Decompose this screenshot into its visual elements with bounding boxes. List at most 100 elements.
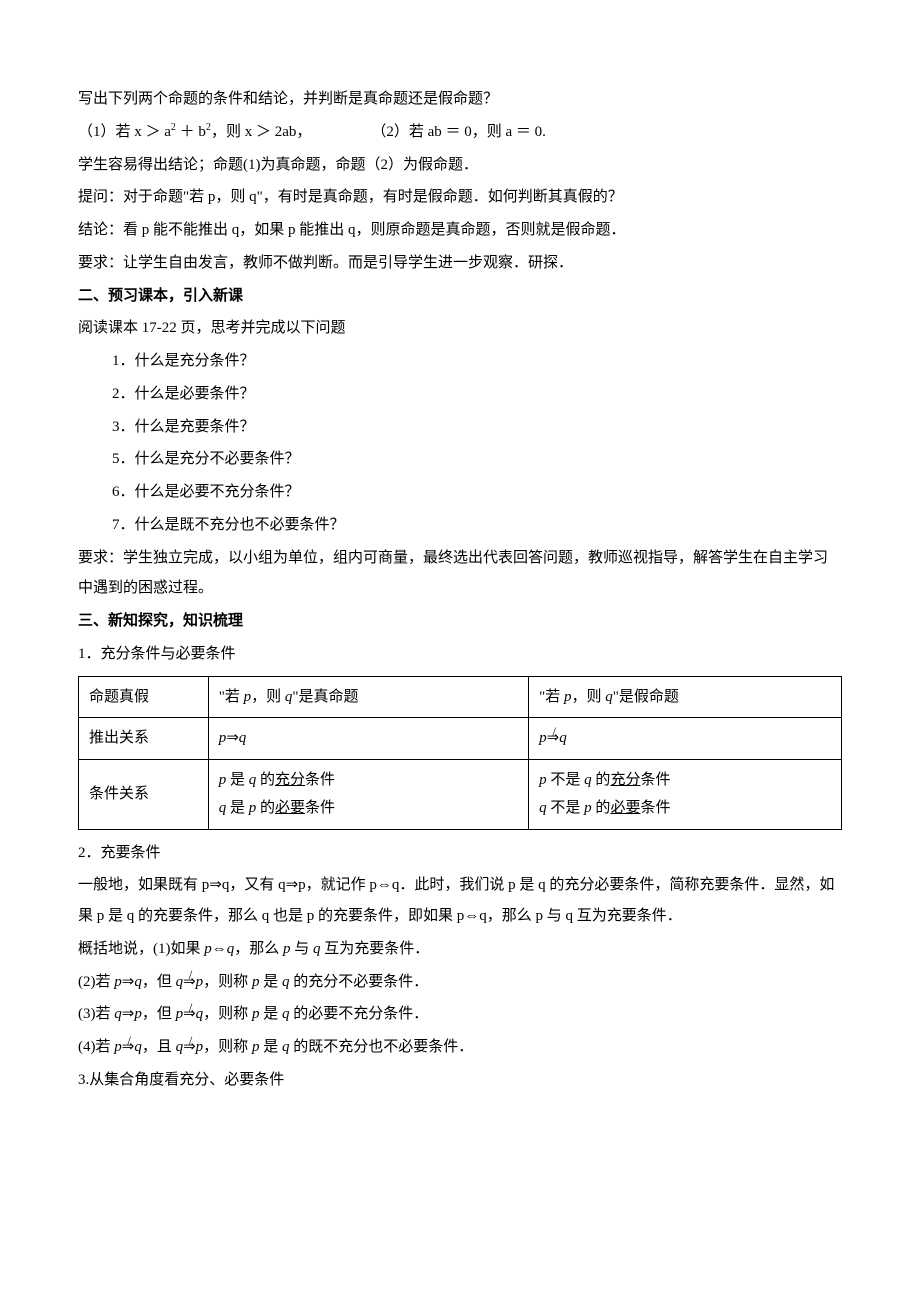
q-var: q bbox=[176, 1039, 184, 1055]
u-txt: 必要 bbox=[610, 800, 640, 816]
q6: 6．什么是必要不充分条件？ bbox=[112, 477, 842, 508]
txt: 是 bbox=[226, 772, 249, 788]
u-txt: 充分 bbox=[610, 772, 640, 788]
p-var: p bbox=[584, 800, 592, 816]
line-8: 要求：学生独立完成，以小组为单位，组内可商量，最终选出代表回答问题，教师巡视指导… bbox=[78, 543, 842, 605]
p-var: p bbox=[114, 1039, 122, 1055]
implies-icon: ⇒ bbox=[122, 974, 135, 990]
txt: "是假命题 bbox=[613, 689, 679, 705]
slash-icon: / bbox=[189, 995, 193, 1021]
cell-r3c1: 条件关系 bbox=[79, 759, 209, 829]
l2-c: ，则 x ＞ 2ab， bbox=[211, 124, 311, 140]
txt: 条件 bbox=[305, 800, 335, 816]
txt: ，那么 bbox=[234, 941, 283, 957]
iff-icon: ⇔ bbox=[212, 941, 227, 957]
txt: 的充分不必要条件． bbox=[289, 974, 428, 990]
not-implies-icon: ⇒/ bbox=[122, 1032, 135, 1063]
txt: (4)若 bbox=[78, 1039, 114, 1055]
subhead-2: 2．充要条件 bbox=[78, 838, 842, 869]
implies-icon: ⇒ bbox=[122, 1006, 135, 1022]
txt: 是 bbox=[259, 1039, 282, 1055]
line-13: (4)若 p⇒/q，且 q⇒/p，则称 p 是 q 的既不充分也不必要条件． bbox=[78, 1032, 842, 1063]
implies-icon: ⇒ bbox=[226, 730, 239, 746]
txt: ，则 bbox=[251, 689, 285, 705]
q-var: q bbox=[239, 730, 247, 746]
p-var: p bbox=[244, 689, 252, 705]
txt: 条件 bbox=[640, 800, 670, 816]
line-12: (3)若 q⇒p，但 p⇒/q，则称 p 是 q 的必要不充分条件． bbox=[78, 999, 842, 1030]
q-var: q bbox=[559, 730, 567, 746]
line-7: 阅读课本 17-22 页，思考并完成以下问题 bbox=[78, 313, 842, 344]
l2-d: （2）若 ab ＝ 0，则 a ＝ 0. bbox=[371, 124, 546, 140]
line-2: （1）若 x ＞ a2 ＋ b2，则 x ＞ 2ab，（2）若 ab ＝ 0，则… bbox=[78, 117, 842, 148]
cell-r2c2: p⇒q bbox=[208, 718, 528, 760]
txt: "是真命题 bbox=[292, 689, 358, 705]
heading-3: 三、新知探究，知识梳理 bbox=[78, 606, 842, 637]
slash-icon: / bbox=[189, 1028, 193, 1054]
q-var: q bbox=[584, 772, 592, 788]
txt: 的 bbox=[592, 800, 611, 816]
l2-a: （1）若 x ＞ a bbox=[78, 124, 171, 140]
txt: (3)若 bbox=[78, 1006, 114, 1022]
table-row: 条件关系 p 是 q 的充分条件 q 是 p 的必要条件 p 不是 q 的充分条… bbox=[79, 759, 842, 829]
not-implies-icon: ⇒/ bbox=[183, 967, 196, 998]
q3: 3．什么是充要条件？ bbox=[112, 412, 842, 443]
txt: (2)若 bbox=[78, 974, 114, 990]
heading-2: 二、预习课本，引入新课 bbox=[78, 281, 842, 312]
line-1: 写出下列两个命题的条件和结论，并判断是真命题还是假命题？ bbox=[78, 84, 842, 115]
q-var: q bbox=[134, 1039, 142, 1055]
txt: 互为充要条件． bbox=[321, 941, 430, 957]
txt: 的 bbox=[592, 772, 611, 788]
txt: 的既不充分也不必要条件． bbox=[289, 1039, 473, 1055]
q-var: q bbox=[313, 941, 321, 957]
txt: ，且 bbox=[142, 1039, 176, 1055]
p-var: p bbox=[114, 974, 122, 990]
cell-r2c3: p⇒/q bbox=[529, 718, 842, 760]
table-row: 命题真假 "若 p，则 q"是真命题 "若 p，则 q"是假命题 bbox=[79, 676, 842, 718]
line-9: 一般地，如果既有 p⇒q，又有 q⇒p，就记作 p⇔q．此时，我们说 p 是 q… bbox=[78, 870, 842, 932]
line-3: 学生容易得出结论；命题(1)为真命题，命题（2）为假命题． bbox=[78, 150, 842, 181]
p-var: p bbox=[134, 1006, 142, 1022]
slash-icon: / bbox=[552, 720, 556, 744]
txt: 条件 bbox=[640, 772, 670, 788]
q-var: q bbox=[176, 974, 184, 990]
line-4: 提问：对于命题"若 p，则 q"，有时是真命题，有时是假命题．如何判断其真假的？ bbox=[78, 182, 842, 213]
q2: 2．什么是必要条件？ bbox=[112, 379, 842, 410]
line-5: 结论：看 p 能不能推出 q，如果 p 能推出 q，则原命题是真命题，否则就是假… bbox=[78, 215, 842, 246]
txt: 的 bbox=[256, 772, 275, 788]
table-row: 推出关系 p⇒q p⇒/q bbox=[79, 718, 842, 760]
q5: 5．什么是充分不必要条件？ bbox=[112, 444, 842, 475]
txt: 是 bbox=[259, 1006, 282, 1022]
q1: 1．什么是充分条件？ bbox=[112, 346, 842, 377]
line-10: 概括地说，(1)如果 p⇔q，那么 p 与 q 互为充要条件． bbox=[78, 934, 842, 965]
cell-r1c1: 命题真假 bbox=[79, 676, 209, 718]
u-txt: 必要 bbox=[275, 800, 305, 816]
p-var: p bbox=[283, 941, 291, 957]
txt: "若 bbox=[219, 689, 244, 705]
txt: 与 bbox=[291, 941, 314, 957]
not-implies-icon: ⇒/ bbox=[183, 1032, 196, 1063]
txt: ，但 bbox=[142, 1006, 176, 1022]
p-var: p bbox=[564, 689, 572, 705]
cell-r2c1: 推出关系 bbox=[79, 718, 209, 760]
txt: "若 bbox=[539, 689, 564, 705]
cell-r3c2: p 是 q 的充分条件 q 是 p 的必要条件 bbox=[208, 759, 528, 829]
cell-r3c3: p 不是 q 的充分条件 q 不是 p 的必要条件 bbox=[529, 759, 842, 829]
subhead-1: 1．充分条件与必要条件 bbox=[78, 639, 842, 670]
slash-icon: / bbox=[189, 962, 193, 988]
txt: 的必要不充分条件． bbox=[289, 1006, 428, 1022]
p-var: p bbox=[539, 772, 547, 788]
p-var: p bbox=[204, 941, 212, 957]
u-txt: 充分 bbox=[275, 772, 305, 788]
q-var: q bbox=[114, 1006, 122, 1022]
p-var: p bbox=[176, 1006, 184, 1022]
slash-icon: / bbox=[127, 1028, 131, 1054]
line-6: 要求：让学生自由发言，教师不做判断。而是引导学生进一步观察．研探． bbox=[78, 248, 842, 279]
txt: 条件 bbox=[305, 772, 335, 788]
p-var: p bbox=[539, 730, 547, 746]
question-list: 1．什么是充分条件？ 2．什么是必要条件？ 3．什么是充要条件？ 5．什么是充分… bbox=[78, 346, 842, 541]
txt: 不是 bbox=[547, 800, 585, 816]
txt: ，但 bbox=[142, 974, 176, 990]
txt: ，则称 bbox=[203, 974, 252, 990]
condition-table: 命题真假 "若 p，则 q"是真命题 "若 p，则 q"是假命题 推出关系 p⇒… bbox=[78, 676, 842, 830]
